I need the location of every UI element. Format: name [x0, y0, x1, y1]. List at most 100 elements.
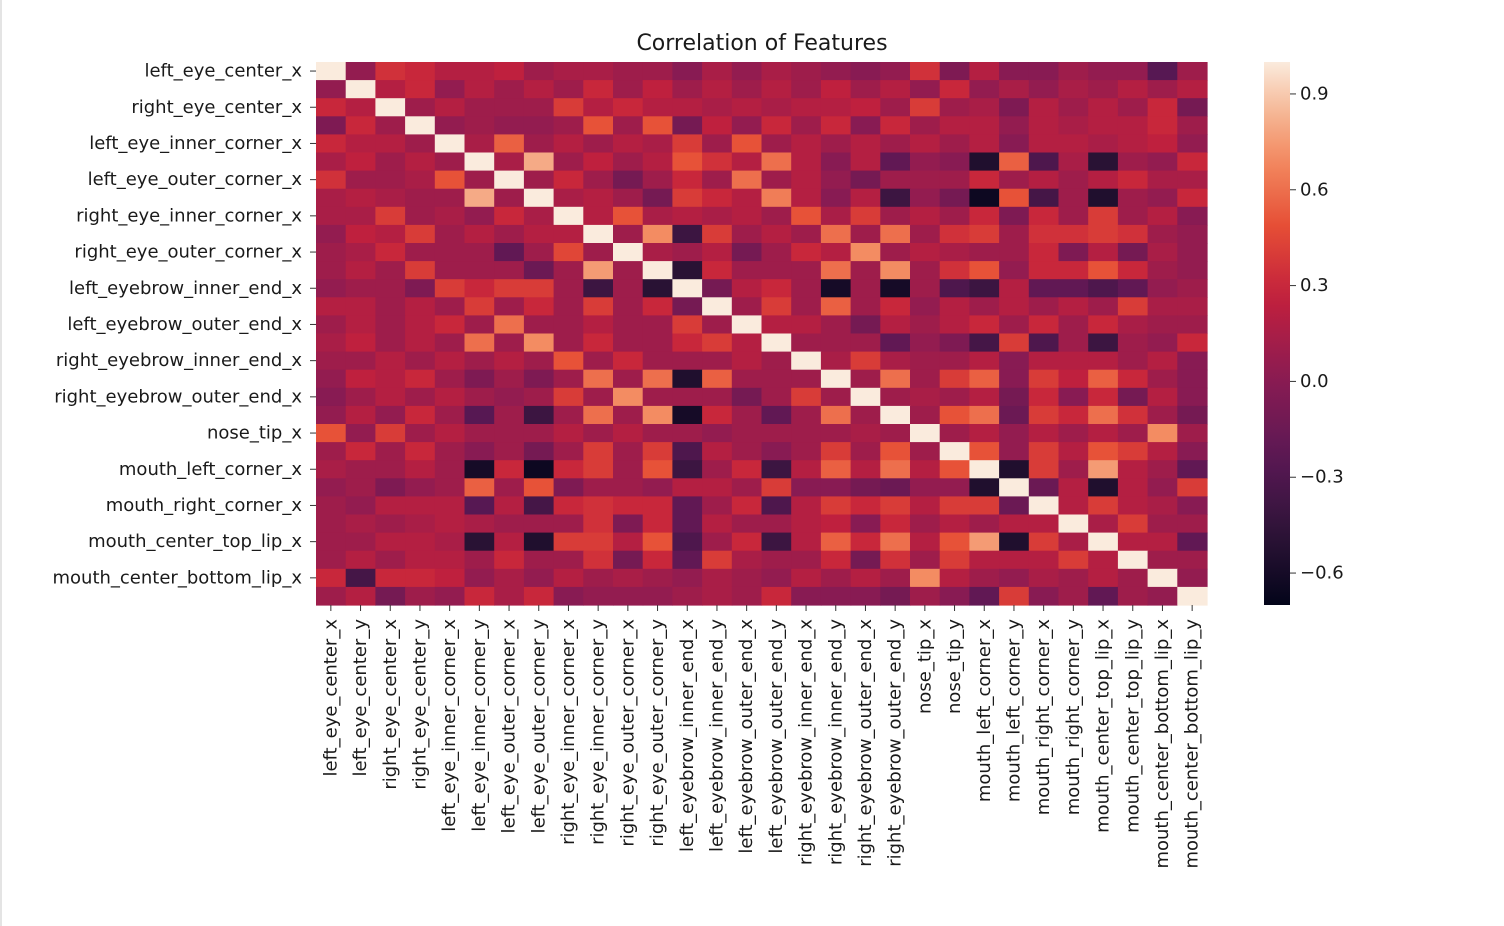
heatmap-cell: [1058, 297, 1089, 316]
heatmap-cell: [939, 170, 970, 190]
heatmap-cell: [642, 224, 673, 244]
heatmap-cell: [464, 152, 495, 172]
heatmap-cell: [791, 550, 822, 570]
heatmap-cell: [820, 134, 852, 154]
heatmap-cell: [939, 206, 970, 226]
column-tick-label: left_eye_inner_corner_y: [469, 619, 490, 832]
colorbar-tick-label: 0.3: [1300, 275, 1329, 296]
heatmap-cell: [1028, 333, 1060, 353]
heatmap-cell: [553, 514, 584, 534]
heatmap-cell: [1058, 586, 1089, 606]
heatmap-cell: [761, 532, 792, 552]
heatmap-cell: [672, 152, 703, 172]
heatmap-cell: [880, 351, 911, 371]
heatmap-cell: [613, 478, 644, 497]
heatmap-cell: [731, 261, 763, 280]
column-tick-label: right_eye_center_x: [380, 619, 401, 790]
heatmap-cell: [464, 514, 495, 534]
heatmap-cell: [1088, 206, 1119, 226]
heatmap-cell: [642, 279, 673, 298]
heatmap-cell: [1177, 478, 1208, 497]
heatmap-cell: [820, 297, 852, 316]
heatmap-cell: [731, 351, 763, 371]
heatmap-cell: [405, 424, 436, 443]
heatmap-cell: [791, 297, 822, 316]
column-tick-label: mouth_center_top_lip_x: [1093, 619, 1114, 833]
heatmap-cell: [731, 206, 763, 226]
heatmap-cell: [791, 98, 822, 117]
heatmap-cell: [1117, 62, 1149, 81]
heatmap-cell: [999, 496, 1030, 516]
heatmap-cell: [1028, 279, 1060, 298]
heatmap-cell: [1088, 116, 1119, 135]
heatmap-cell: [553, 333, 584, 353]
heatmap-cell: [939, 224, 970, 244]
heatmap-cell: [494, 387, 525, 407]
heatmap-cell: [1088, 224, 1119, 244]
heatmap-cell: [969, 586, 1000, 606]
heatmap-cell: [999, 568, 1030, 588]
heatmap-cell: [969, 442, 1000, 461]
heatmap-cell: [642, 460, 673, 479]
heatmap-cell: [820, 442, 852, 461]
heatmap-cell: [613, 206, 644, 226]
heatmap-cell: [969, 460, 1000, 479]
heatmap-cell: [910, 170, 941, 190]
heatmap-cell: [1088, 297, 1119, 316]
heatmap-cell: [850, 568, 881, 588]
heatmap-cell: [791, 206, 822, 226]
heatmap-cell: [553, 460, 584, 479]
heatmap-cell: [791, 424, 822, 443]
heatmap-cell: [494, 116, 525, 135]
heatmap-cell: [464, 442, 495, 461]
chart-title: Correlation of Features: [636, 31, 887, 56]
heatmap-cell: [731, 80, 763, 99]
left-edge-line: [0, 0, 2, 926]
heatmap-cell: [880, 442, 911, 461]
heatmap-cell: [553, 405, 584, 425]
heatmap-cell: [999, 351, 1030, 371]
heatmap-cell: [702, 134, 733, 154]
heatmap-cell: [1147, 586, 1178, 606]
heatmap-cell: [999, 460, 1030, 479]
heatmap-cell: [375, 261, 406, 280]
heatmap-cell: [820, 80, 852, 99]
heatmap-cell: [613, 116, 644, 135]
heatmap-cell: [1117, 550, 1149, 570]
heatmap-cell: [1177, 116, 1208, 135]
heatmap-cell: [405, 62, 436, 81]
heatmap-cell: [791, 243, 822, 262]
heatmap-cell: [969, 206, 1000, 226]
heatmap-cell: [999, 98, 1030, 117]
heatmap-cell: [820, 188, 852, 208]
heatmap-cell: [523, 387, 555, 407]
heatmap-cell: [702, 224, 733, 244]
heatmap-cell: [1058, 550, 1089, 570]
heatmap-cell: [880, 188, 911, 208]
heatmap-cell: [345, 297, 376, 316]
heatmap-cell: [1147, 387, 1178, 407]
heatmap-cell: [731, 387, 763, 407]
heatmap-cell: [880, 297, 911, 316]
heatmap-cell: [642, 568, 673, 588]
heatmap-cell: [1088, 586, 1119, 606]
heatmap-cell: [375, 424, 406, 443]
heatmap-cell: [910, 532, 941, 552]
heatmap-cell: [494, 333, 525, 353]
heatmap-cell: [405, 351, 436, 371]
column-tick-label: mouth_right_corner_x: [1033, 619, 1054, 816]
heatmap-cell: [939, 442, 970, 461]
heatmap-cell: [672, 206, 703, 226]
colorbar-tick-label: −0.3: [1300, 467, 1344, 488]
column-tick-label: mouth_center_top_lip_y: [1122, 619, 1143, 833]
heatmap-cell: [613, 261, 644, 280]
heatmap-cell: [464, 134, 495, 154]
heatmap-cell: [1028, 442, 1060, 461]
heatmap-cell: [850, 243, 881, 262]
heatmap-cell: [434, 170, 466, 190]
heatmap-cell: [731, 134, 763, 154]
heatmap-cell: [999, 224, 1030, 244]
heatmap-cell: [791, 387, 822, 407]
heatmap-cell: [1117, 405, 1149, 425]
heatmap-cell: [1177, 315, 1208, 335]
